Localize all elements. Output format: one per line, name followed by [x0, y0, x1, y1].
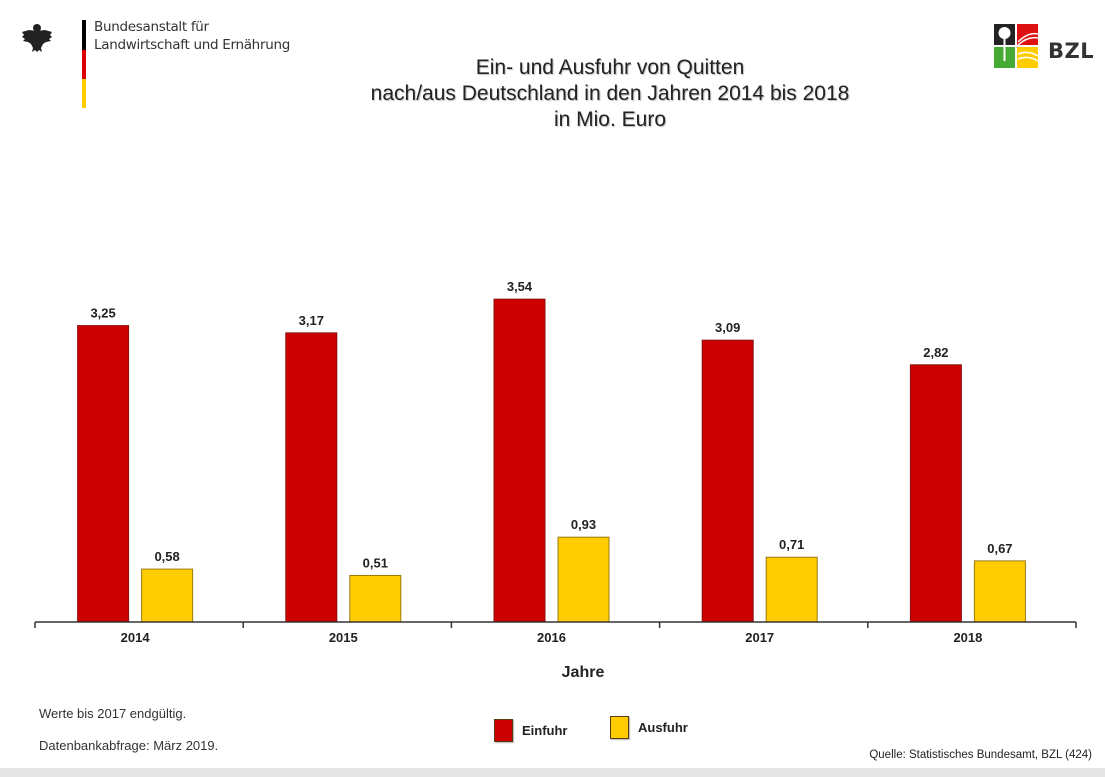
chart-title: Ein- und Ausfuhr von Quitten nach/aus De… — [260, 55, 960, 133]
data-label-einfuhr-2017: 3,09 — [715, 320, 740, 335]
data-label-ausfuhr-2018: 0,67 — [987, 541, 1012, 556]
bar-ausfuhr-2014 — [141, 568, 194, 623]
legend-swatch-ausfuhr — [610, 715, 629, 739]
legend-label-einfuhr: Einfuhr — [522, 722, 568, 738]
bar-einfuhr-2018 — [909, 364, 962, 623]
federal-eagle-icon — [22, 24, 52, 52]
chart-title-line3: in Mio. Euro — [553, 108, 667, 131]
bzl-logo-text: BZL — [1048, 39, 1095, 63]
bar-ausfuhr-2017 — [765, 556, 818, 623]
bar-ausfuhr-2018 — [973, 560, 1026, 623]
chart-title-line1: Ein- und Ausfuhr von Quitten — [475, 56, 745, 79]
x-tick-label-2014: 2014 — [121, 630, 151, 645]
data-label-ausfuhr-2017: 0,71 — [779, 537, 804, 552]
data-label-einfuhr-2018: 2,82 — [923, 345, 948, 360]
bzl-logo: BZL — [994, 24, 1094, 70]
bar-einfuhr-2015 — [285, 332, 338, 623]
legend-swatch-einfuhr — [494, 718, 513, 742]
chart-title-line2: nach/aus Deutschland in den Jahren 2014 … — [370, 82, 850, 105]
data-label-ausfuhr-2015: 0,51 — [363, 555, 388, 570]
x-tick-label-2018: 2018 — [953, 630, 982, 645]
bottom-band — [0, 768, 1105, 777]
x-axis-label: Jahre — [562, 664, 605, 681]
bar-ausfuhr-2016 — [557, 536, 610, 623]
note-final-values: Werte bis 2017 endgültig. — [39, 706, 187, 721]
data-label-einfuhr-2015: 3,17 — [299, 313, 324, 328]
org-name-line1: Bundesanstalt für — [94, 19, 209, 35]
x-tick-label-2017: 2017 — [745, 630, 774, 645]
x-tick-label-2015: 2015 — [329, 630, 358, 645]
legend-label-ausfuhr: Ausfuhr — [638, 719, 688, 735]
bzl-emblem-icon — [994, 24, 1038, 68]
org-name: Bundesanstalt für Landwirtschaft und Ern… — [94, 18, 290, 54]
data-label-einfuhr-2016: 3,54 — [507, 279, 533, 294]
bar-chart: 3,25 0,58 3,17 0,51 3,54 0,93 3,09 0,71 2,82 0,67… — [34, 279, 1077, 681]
org-logo: Bundesanstalt für Landwirtschaft und Ern… — [20, 18, 300, 110]
data-label-einfuhr-2014: 3,25 — [90, 306, 115, 321]
org-name-line2: Landwirtschaft und Ernährung — [94, 37, 290, 53]
legend-item-ausfuhr: Ausfuhr — [610, 714, 688, 740]
source-note: Quelle: Statistisches Bundesamt, BZL (42… — [869, 749, 1092, 761]
x-tick-label-2016: 2016 — [537, 630, 566, 645]
data-label-ausfuhr-2014: 0,58 — [154, 549, 179, 564]
data-label-ausfuhr-2016: 0,93 — [571, 517, 596, 532]
note-database-query: Datenbankabfrage: März 2019. — [39, 738, 219, 753]
bar-ausfuhr-2015 — [349, 574, 402, 623]
bar-einfuhr-2016 — [493, 298, 546, 623]
legend-item-einfuhr: Einfuhr — [494, 717, 568, 743]
bar-einfuhr-2017 — [701, 339, 754, 623]
flag-stripe — [82, 20, 86, 108]
bar-einfuhr-2014 — [77, 325, 130, 623]
